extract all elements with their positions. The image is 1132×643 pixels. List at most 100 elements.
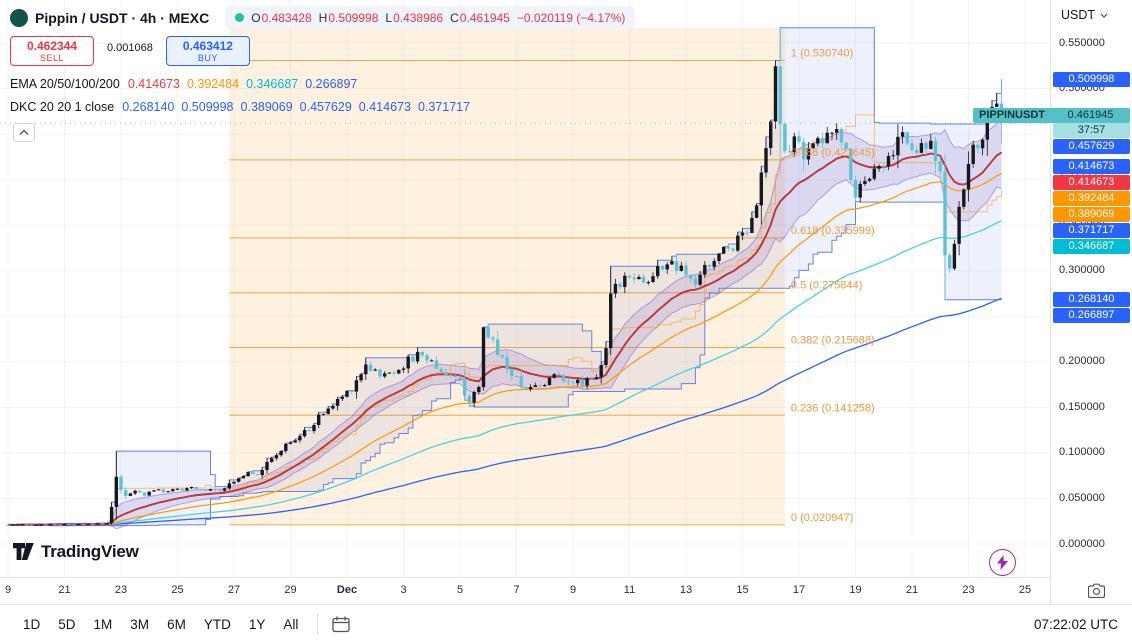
camera-icon[interactable] [1087, 583, 1105, 599]
date-label: 23 [114, 584, 128, 596]
candle-bodies-down [6, 66, 1004, 526]
fib-level-label: 0.618 (0.335999) [791, 225, 875, 237]
date-label: 3 [400, 584, 407, 596]
fib-level-label: 1 (0.530740) [791, 48, 853, 60]
date-label: 5 [456, 584, 464, 596]
sell-price: 0.462344 [26, 38, 78, 53]
date-label: 9 [569, 584, 577, 596]
last-price-symbol: PIPPINUSDT [978, 109, 1045, 122]
range-button-ytd[interactable]: YTD [195, 613, 240, 636]
price-tick: 0.100000 [1059, 446, 1105, 459]
indicator-value: 0.414673 [127, 77, 180, 91]
footer-toolbar: 1D 5D 1M 3M 6M YTD 1Y All 07:22:02 UTC [0, 604, 1132, 643]
chart-area: 1 (0.530740) 0.786 (0.421645) 0.618 (0.335… [0, 0, 1132, 604]
date-label: 15 [736, 584, 749, 596]
date-label: 29 [284, 584, 297, 596]
date-label: 19 [849, 584, 862, 596]
price-badge: 0.389069 [1053, 206, 1130, 222]
indicator-legend-dkc[interactable]: DKC 20 20 1 close 0.268140 0.509998 0.3890… [10, 100, 477, 114]
indicator-value: 0.266897 [305, 77, 358, 91]
range-button-1d[interactable]: 1D [14, 613, 49, 636]
trade-panel: 0.462344 SELL 0.001068 0.463412 BUY [10, 36, 250, 66]
price-change: −0.020119 (−4.17%) [516, 10, 626, 25]
date-label: 25 [1018, 584, 1032, 596]
ohlc-high: H0.509998 [318, 10, 379, 25]
dkc-indicator-values: 0.268140 0.509998 0.389069 0.457629 0.414673… [122, 100, 477, 114]
time-axis[interactable]: 9 21 23 25 27 29 Dec 3 5 7 9 11 13 15 17 19 21 23 25 [0, 577, 1050, 604]
ema-indicator-values: 0.414673 0.392484 0.346687 0.266897 [128, 77, 365, 91]
ema20-line [8, 152, 1002, 526]
candle-bodies-up [11, 66, 999, 526]
indicator-value: 0.346687 [246, 77, 299, 91]
lightning-button[interactable] [989, 549, 1016, 576]
range-button-6m[interactable]: 6M [158, 613, 195, 636]
calendar-icon [332, 616, 351, 632]
sell-button[interactable]: 0.462344 SELL [10, 36, 94, 66]
ohlc-low: L0.438986 [385, 10, 444, 25]
currency-toggle-label: USDT [1061, 8, 1096, 22]
price-badge: 0.457629 [1053, 139, 1130, 155]
price-badge: 0.266897 [1053, 308, 1130, 324]
lightning-icon [997, 555, 1008, 570]
price-badge: 0.414673 [1053, 174, 1130, 190]
chevron-up-icon [19, 129, 29, 135]
ema100-line [8, 220, 1002, 526]
tradingview-mark-icon [13, 543, 34, 560]
last-price-value: 0.461945 [1067, 109, 1114, 122]
indicator-value: 0.268140 [122, 100, 175, 114]
tradingview-logo-text: TradingView [41, 541, 139, 561]
range-button-1m[interactable]: 1M [85, 613, 122, 636]
ohlc-summary: O0.483428 H0.509998 L0.438986 C0.461945 … [225, 6, 636, 29]
currency-toggle[interactable]: USDT [1061, 8, 1108, 22]
indicator-value: 0.392484 [186, 77, 240, 91]
range-button-1y[interactable]: 1Y [240, 613, 275, 636]
range-button-3m[interactable]: 3M [121, 613, 158, 636]
ohlc-close: C0.461945 [450, 10, 510, 25]
fib-level-label: 0.382 (0.215688) [791, 335, 875, 347]
range-button-all[interactable]: All [274, 613, 307, 636]
price-tick: 0.050000 [1059, 491, 1105, 504]
date-label: Dec [336, 584, 358, 596]
symbol-row: Pippin / USDT · 4h · MEXC O0.483428 H0.5… [10, 6, 636, 29]
legend-collapse-button[interactable] [13, 123, 35, 142]
last-price-badge: PIPPINUSDT 0.461945 [973, 108, 1130, 124]
keltner-fill [8, 116, 1002, 529]
price-badge: 0.414673 [1053, 158, 1130, 174]
price-tick: 0.300000 [1059, 264, 1105, 277]
indicator-value: 0.414673 [358, 100, 411, 114]
spread-value: 0.001068 [107, 42, 153, 54]
market-status-dot-icon [235, 13, 245, 22]
price-badge: 0.371717 [1053, 222, 1130, 238]
go-to-date-button[interactable] [328, 612, 354, 637]
buy-button[interactable]: 0.463412 BUY [165, 36, 250, 66]
clock[interactable]: 07:22:02 UTC [1033, 616, 1118, 632]
price-badge: 0.268140 [1053, 292, 1130, 308]
indicator-value: 0.371717 [417, 100, 471, 114]
indicator-legend-ema[interactable]: EMA 20/50/100/200 0.414673 0.392484 0.3466… [10, 77, 364, 91]
date-label: 27 [227, 584, 241, 596]
price-tick: 0.150000 [1059, 400, 1105, 413]
candlestick-chart[interactable]: 1 (0.530740) 0.786 (0.421645) 0.618 (0.335… [0, 0, 1050, 577]
price-badge: 0.509998 [1053, 71, 1130, 87]
symbol-title[interactable]: Pippin / USDT · 4h · MEXC [35, 9, 210, 26]
date-label: 7 [513, 584, 520, 596]
date-label: 21 [58, 584, 71, 596]
pippin-coin-logo-icon [10, 8, 28, 27]
fib-level-label: 0.5 (0.275844) [791, 280, 863, 292]
candle-countdown-badge: 37:57 [1053, 123, 1130, 139]
indicator-value: 0.509998 [181, 100, 234, 114]
date-label: 11 [623, 584, 636, 596]
date-label: 17 [792, 584, 806, 596]
date-label: 9 [4, 584, 12, 596]
date-label: 23 [962, 584, 975, 596]
range-buttons: 1D 5D 1M 3M 6M YTD 1Y All [14, 613, 307, 636]
range-button-5d[interactable]: 5D [49, 613, 84, 636]
buy-label: BUY [197, 52, 218, 63]
tradingview-logo[interactable]: TradingView [12, 541, 139, 562]
footer-divider [317, 613, 319, 635]
dkc-indicator-name: DKC 20 20 1 close [10, 100, 115, 114]
date-label: 25 [171, 584, 184, 596]
price-tick: 0.000000 [1059, 537, 1105, 550]
ema200-line [8, 297, 1002, 526]
ema50-line [8, 173, 1002, 526]
